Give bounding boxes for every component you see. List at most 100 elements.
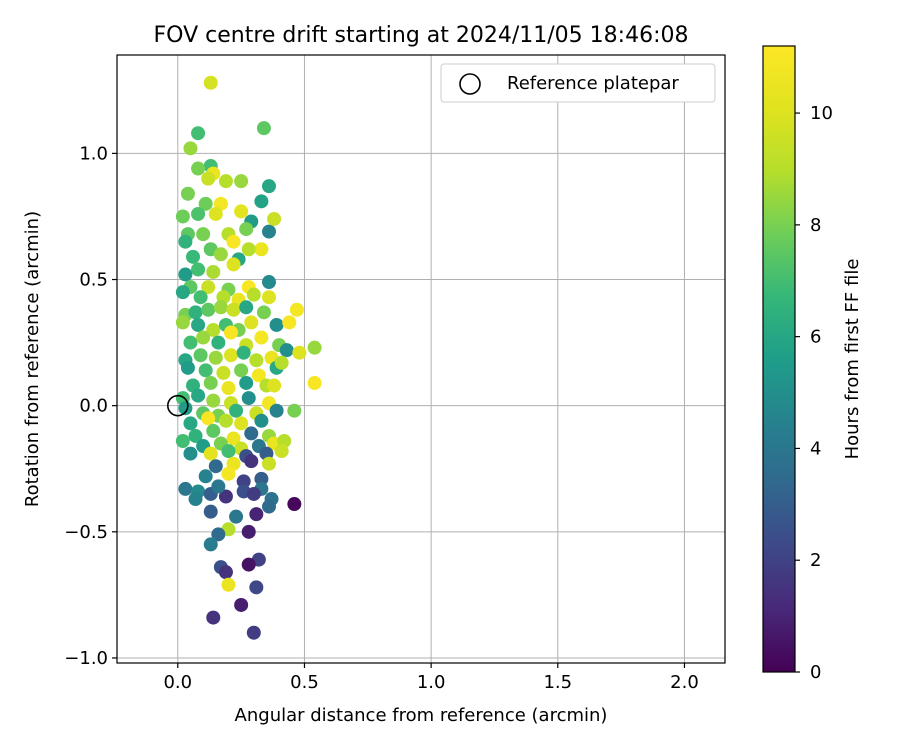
scatter-point [262,179,276,194]
scatter-point [254,471,269,486]
scatter-point [292,345,307,360]
scatter-point [211,479,226,494]
scatter-point [234,363,249,378]
scatter-point [236,345,251,360]
scatter-point [234,416,249,431]
scatter-point [269,317,284,332]
scatter-point [201,411,216,426]
scatter-point [178,481,193,496]
scatter-point [274,355,289,370]
scatter-point [229,509,244,524]
scatter-point [221,444,236,459]
scatter-point [196,330,211,345]
scatter-point [191,126,206,141]
scatter-point [208,206,223,221]
colorbar: 0 2 4 6 8 10 Hours from first FF file [762,45,863,683]
scatter-point [203,537,218,552]
scatter-point [262,290,276,305]
y-tick-label: 0.0 [79,396,108,417]
scatter-point [226,302,241,317]
scatter-point [180,360,195,375]
scatter-point [178,234,193,249]
scatter-point [267,211,282,226]
scatter-point [203,375,218,390]
y-tick-label: −0.5 [64,522,108,543]
scatter-points [175,75,322,640]
scatter-point [218,565,233,580]
scatter-point [193,348,208,363]
scatter-point [178,401,193,416]
scatter-point [269,403,284,418]
scatter-point [183,416,198,431]
scatter-point [183,335,198,350]
scatter-point [239,222,254,237]
scatter-point [191,317,206,332]
scatter-point [206,393,221,408]
colorbar-tick-label: 6 [810,327,821,348]
colorbar-label: Hours from first FF file [842,259,863,460]
colorbar-tick-label: 2 [810,550,821,571]
x-tick-label: 2.0 [670,672,699,693]
colorbar-ticks: 0 2 4 6 8 10 [795,103,833,683]
scatter-point [186,249,200,264]
scatter-point [279,343,294,358]
scatter-point [239,300,254,315]
scatter-point [254,242,269,257]
x-axis-ticks: 0.0 0.5 1.0 1.5 2.0 [163,663,699,693]
scatter-point [249,353,264,368]
scatter-point [241,524,256,539]
reference-platepar-marker [167,394,189,417]
colorbar-tick-label: 10 [810,103,833,124]
scatter-point [218,413,233,428]
scatter-point [229,403,244,418]
scatter-point [234,597,249,612]
scatter-point [198,363,213,378]
scatter-point [180,186,195,201]
scatter-point [246,486,261,501]
scatter-point [208,350,223,365]
scatter-point [201,280,216,295]
scatter-point [244,426,259,441]
scatter-point [188,428,203,443]
scatter-point [287,497,302,512]
scatter-point [274,444,289,459]
y-tick-label: −1.0 [64,648,108,669]
x-axis-label: Angular distance from reference (arcmin) [235,705,608,726]
scatter-point [262,275,276,290]
scatter-point [221,466,236,481]
scatter-point [262,456,276,471]
y-axis-ticks: −1.0 −0.5 0.0 0.5 1.0 [64,143,117,669]
scatter-point [188,305,203,320]
scatter-point [254,413,269,428]
scatter-point [262,224,276,239]
scatter-point [175,209,190,224]
scatter-point [211,335,226,350]
scatter-point [241,557,256,572]
scatter-point [226,257,241,272]
scatter-point [246,287,261,302]
y-axis-label: Rotation from reference (arcmin) [22,211,43,507]
scatter-point [213,247,228,262]
scatter-point [218,489,233,504]
scatter-point [239,375,254,390]
scatter-point [256,121,271,136]
scatter-point [307,340,322,355]
colorbar-gradient [762,45,796,673]
scatter-point [221,577,236,592]
scatter-point [236,474,251,489]
legend: Reference platepar [440,63,716,103]
chart-title: FOV centre drift starting at 2024/11/05 … [154,23,689,48]
scatter-point [249,580,264,595]
x-tick-label: 0.5 [290,672,319,693]
x-tick-label: 0.0 [163,672,192,693]
scatter-point [287,403,302,418]
scatter-point [175,315,190,330]
scatter-point [213,300,228,315]
y-tick-label: 0.5 [79,270,108,291]
scatter-point [244,454,259,469]
scatter-point [241,242,256,257]
scatter-point [198,469,213,484]
scatter-point [211,527,226,542]
scatter-point [206,322,221,337]
